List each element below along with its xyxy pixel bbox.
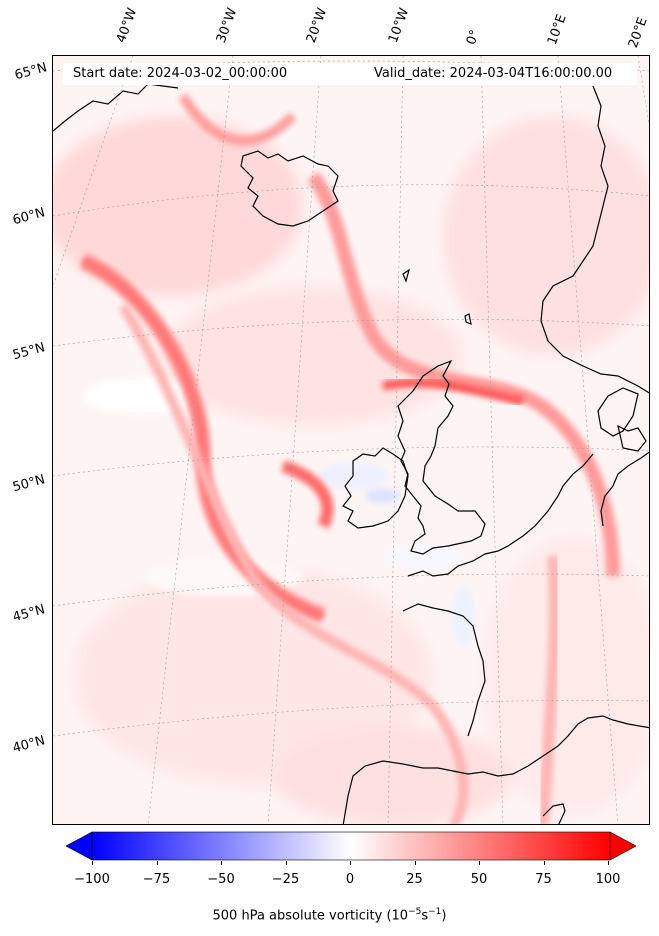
colorbar-tickmark xyxy=(479,861,480,865)
valid-date-label: Valid_date: 2024-03-04T16:00:00.00 xyxy=(374,66,613,81)
greenland-coast xyxy=(53,83,179,132)
brittany-coast xyxy=(402,603,486,737)
lat-label-50n: 50°N xyxy=(11,472,47,496)
colorbar-extend-min xyxy=(65,831,93,861)
colorbar-label-exp2: −1 xyxy=(428,907,442,917)
header-banner xyxy=(63,63,637,85)
vorticity-field xyxy=(53,93,649,824)
scandinavia-coast xyxy=(540,85,649,394)
colorbar-tickmark xyxy=(414,861,416,865)
colorbar-tickmark xyxy=(156,861,158,865)
colorbar-tick-label: 25 xyxy=(406,872,423,887)
lon-label-20e: 20°E xyxy=(625,15,651,51)
colorbar-label: 500 hPa absolute vorticity (10−5s−1) xyxy=(0,907,659,923)
colorbar-body xyxy=(91,831,611,861)
iberia-coast xyxy=(342,715,649,824)
lat-label-55n: 55°N xyxy=(11,340,47,364)
colorbar-extend-max xyxy=(609,831,637,861)
france-coast xyxy=(407,453,594,577)
lat-label-65n: 65°N xyxy=(13,60,49,84)
colorbar-tickmark xyxy=(543,861,545,865)
colorbar-tick-label: −100 xyxy=(74,872,110,887)
graticule xyxy=(53,56,649,824)
lon-label-10e: 10°E xyxy=(544,12,570,48)
colorbar-tick-label: 50 xyxy=(470,872,488,887)
iceland-coast xyxy=(240,150,339,227)
map-panel xyxy=(52,55,650,825)
colorbar-graphic xyxy=(65,831,637,861)
colorbar-tick-label: 0 xyxy=(345,872,355,887)
vorticity-map xyxy=(53,56,649,824)
colorbar-label-exp1: −5 xyxy=(408,907,422,917)
colorbar-label-main: 500 hPa absolute vorticity (10 xyxy=(212,908,409,924)
colorbar xyxy=(65,831,637,861)
colorbar-tick-label: −50 xyxy=(207,872,235,887)
lon-label-20w: 20°W xyxy=(303,6,331,45)
ireland-coast xyxy=(342,447,409,529)
start-date-label: Start date: 2024-03-02_00:00:00 xyxy=(73,66,288,81)
lat-label-60n: 60°N xyxy=(11,205,47,229)
lon-label-40w: 40°W xyxy=(113,6,141,45)
colorbar-tickmark xyxy=(285,861,287,865)
colorbar-tick-label: 75 xyxy=(535,872,552,887)
lat-label-45n: 45°N xyxy=(11,602,47,626)
colorbar-tickmark xyxy=(221,861,222,865)
coastlines xyxy=(53,83,649,824)
colorbar-tickmark xyxy=(92,861,93,865)
colorbar-tick-label: 100 xyxy=(595,872,621,887)
lat-label-40n: 40°N xyxy=(11,733,47,757)
lon-label-0: 0° xyxy=(463,27,484,47)
colorbar-label-end: ) xyxy=(441,908,447,924)
colorbar-tickmark xyxy=(350,861,351,865)
colorbar-label-mid: s xyxy=(421,908,429,924)
lon-label-30w: 30°W xyxy=(213,6,241,45)
colorbar-tick-label: −25 xyxy=(271,872,300,887)
great-britain-coast xyxy=(397,359,486,555)
lon-label-10w: 10°W xyxy=(385,6,413,45)
colorbar-tick-label: −75 xyxy=(142,872,171,887)
colorbar-tickmark xyxy=(608,861,609,865)
